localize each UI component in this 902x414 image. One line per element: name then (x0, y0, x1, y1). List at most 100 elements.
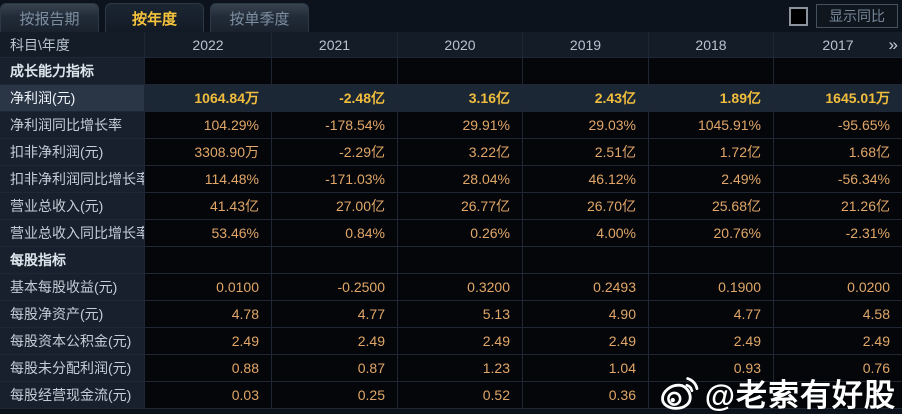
value-cell-2022: 0.0100 (145, 274, 272, 301)
table-body: 成长能力指标 净利润(元) 1064.84万 -2.48亿 3.16亿 2.43亿 1.89… (0, 58, 902, 409)
year-header-2020: 2020 (398, 32, 523, 58)
row-label: 营业总收入(元) (0, 193, 145, 220)
table-row: 每股未分配利润(元) 0.88 0.87 1.23 1.04 0.93 0.76 (0, 355, 902, 382)
value-cell-2017: 1.68亿 (774, 139, 902, 166)
value-cell-2022: 53.46% (145, 220, 272, 247)
yoy-controls: 显示同比 (789, 3, 898, 29)
table-row: 成长能力指标 (0, 58, 902, 85)
row-label: 扣非净利润同比增长率 (0, 166, 145, 193)
value-cell-2022: 114.48% (145, 166, 272, 193)
value-cell-2019: 26.70亿 (523, 193, 649, 220)
value-cell-2022: 1064.84万 (145, 85, 272, 112)
value-cell-2018 (649, 247, 774, 274)
row-label: 每股净资产(元) (0, 301, 145, 328)
year-header-2022: 2022 (145, 32, 272, 58)
year-header-2019: 2019 (523, 32, 649, 58)
value-cell-2021: 27.00亿 (272, 193, 398, 220)
value-cell-2017: -2.31% (774, 220, 902, 247)
value-cell-2017: 4.58 (774, 301, 902, 328)
table-row: 基本每股收益(元) 0.0100 -0.2500 0.3200 0.2493 0.1900… (0, 274, 902, 301)
tab-1[interactable]: 按报告期 (0, 3, 99, 32)
value-cell-2018: 25.68亿 (649, 193, 774, 220)
value-cell-2020 (398, 58, 523, 85)
value-cell-2017: 1645.01万 (774, 85, 902, 112)
value-cell-2018 (649, 382, 774, 409)
value-cell-2021: 0.87 (272, 355, 398, 382)
value-cell-2021: -178.54% (272, 112, 398, 139)
value-cell-2022 (145, 58, 272, 85)
corner-header: 科目\年度 (0, 32, 145, 58)
value-cell-2022: 2.49 (145, 328, 272, 355)
tab-2[interactable]: 按年度 (105, 3, 204, 32)
value-cell-2018: 1.89亿 (649, 85, 774, 112)
value-cell-2021: -2.29亿 (272, 139, 398, 166)
value-cell-2019: 46.12% (523, 166, 649, 193)
value-cell-2022: 104.29% (145, 112, 272, 139)
value-cell-2018: 2.49% (649, 166, 774, 193)
financial-table: 科目\年度 2022 2021 2020 2019 2018 2017» 成长能力指标 净利… (0, 32, 902, 409)
row-label: 每股指标 (0, 247, 145, 274)
value-cell-2018: 0.1900 (649, 274, 774, 301)
value-cell-2017: 0.76 (774, 355, 902, 382)
value-cell-2017 (774, 247, 902, 274)
value-cell-2018: 20.76% (649, 220, 774, 247)
value-cell-2020: 0.52 (398, 382, 523, 409)
table-row: 扣非净利润同比增长率 114.48% -171.03% 28.04% 46.12% 2.4… (0, 166, 902, 193)
value-cell-2020 (398, 247, 523, 274)
value-cell-2017 (774, 382, 902, 409)
value-cell-2020: 3.22亿 (398, 139, 523, 166)
value-cell-2022 (145, 247, 272, 274)
table-row: 净利润(元) 1064.84万 -2.48亿 3.16亿 2.43亿 1.89亿 1645.… (0, 85, 902, 112)
value-cell-2019: 0.36 (523, 382, 649, 409)
value-cell-2020: 29.91% (398, 112, 523, 139)
value-cell-2018 (649, 58, 774, 85)
table-row: 净利润同比增长率 104.29% -178.54% 29.91% 29.03% 1045.… (0, 112, 902, 139)
value-cell-2017: 2.49 (774, 328, 902, 355)
value-cell-2020: 2.49 (398, 328, 523, 355)
value-cell-2017 (774, 58, 902, 85)
tab-bar: 按报告期 按年度 按单季度 显示同比 (0, 0, 902, 32)
value-cell-2017: 0.0200 (774, 274, 902, 301)
row-label: 成长能力指标 (0, 58, 145, 85)
value-cell-2021: 0.25 (272, 382, 398, 409)
period-tabs: 按报告期 按年度 按单季度 (0, 0, 309, 32)
tab-3[interactable]: 按单季度 (210, 3, 309, 32)
row-label: 净利润(元) (0, 85, 145, 112)
value-cell-2019: 4.90 (523, 301, 649, 328)
value-cell-2022: 0.88 (145, 355, 272, 382)
table-row: 扣非净利润(元) 3308.90万 -2.29亿 3.22亿 2.51亿 1.72亿 1.6… (0, 139, 902, 166)
row-label: 净利润同比增长率 (0, 112, 145, 139)
year-header-2018: 2018 (649, 32, 774, 58)
value-cell-2020: 1.23 (398, 355, 523, 382)
value-cell-2020: 3.16亿 (398, 85, 523, 112)
row-label: 扣非净利润(元) (0, 139, 145, 166)
value-cell-2019: 2.51亿 (523, 139, 649, 166)
year-header-2021: 2021 (272, 32, 398, 58)
value-cell-2022: 4.78 (145, 301, 272, 328)
value-cell-2018: 4.77 (649, 301, 774, 328)
value-cell-2017: -95.65% (774, 112, 902, 139)
table-row: 每股资本公积金(元) 2.49 2.49 2.49 2.49 2.49 2.49 (0, 328, 902, 355)
value-cell-2021: -0.2500 (272, 274, 398, 301)
value-cell-2020: 5.13 (398, 301, 523, 328)
table-header-row: 科目\年度 2022 2021 2020 2019 2018 2017» (0, 32, 902, 58)
value-cell-2021: 4.77 (272, 301, 398, 328)
value-cell-2018: 0.93 (649, 355, 774, 382)
value-cell-2019 (523, 58, 649, 85)
value-cell-2021 (272, 247, 398, 274)
value-cell-2021 (272, 58, 398, 85)
more-columns-icon[interactable]: » (888, 34, 899, 54)
value-cell-2020: 0.3200 (398, 274, 523, 301)
show-yoy-label[interactable]: 显示同比 (816, 4, 898, 28)
row-label: 营业总收入同比增长率 (0, 220, 145, 247)
year-header-2017: 2017» (774, 32, 902, 58)
show-yoy-checkbox[interactable] (789, 6, 808, 26)
value-cell-2021: 0.84% (272, 220, 398, 247)
value-cell-2022: 0.03 (145, 382, 272, 409)
row-label: 每股未分配利润(元) (0, 355, 145, 382)
value-cell-2021: 2.49 (272, 328, 398, 355)
table-row: 营业总收入同比增长率 53.46% 0.84% 0.26% 4.00% 20.76% -2.… (0, 220, 902, 247)
table-row: 每股经营现金流(元) 0.03 0.25 0.52 0.36 (0, 382, 902, 409)
row-label: 基本每股收益(元) (0, 274, 145, 301)
value-cell-2020: 0.26% (398, 220, 523, 247)
